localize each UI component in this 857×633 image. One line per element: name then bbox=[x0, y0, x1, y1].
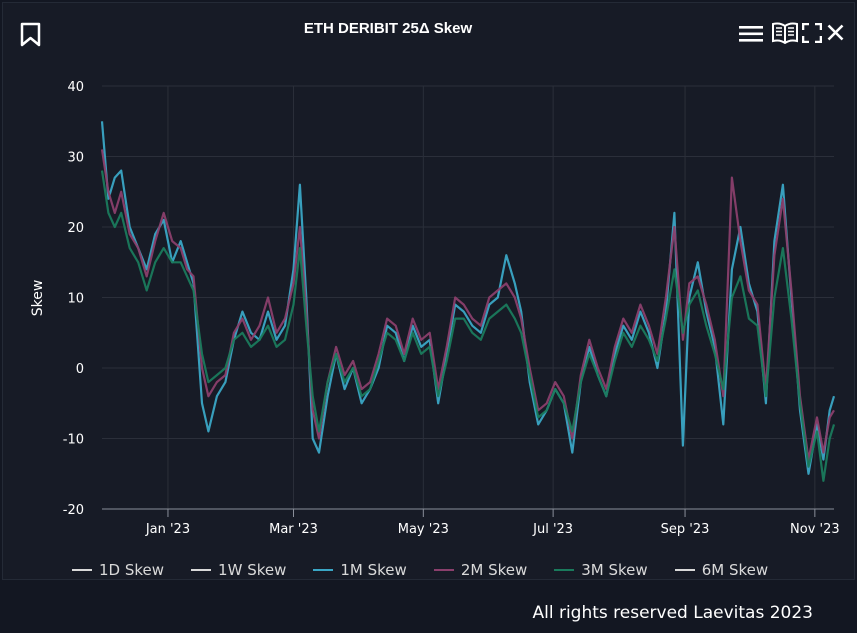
bookmark-icon[interactable] bbox=[20, 22, 41, 52]
legend-swatch bbox=[433, 569, 454, 571]
legend-label: 1W Skew bbox=[218, 561, 287, 579]
legend-swatch bbox=[554, 569, 575, 571]
y-tick-label: 10 bbox=[67, 292, 84, 307]
legend-label: 2M Skew bbox=[460, 561, 528, 579]
x-tick-label: Mar '23 bbox=[269, 522, 318, 537]
x-tick-label: Jan '23 bbox=[145, 522, 190, 537]
legend-label: 1D Skew bbox=[99, 561, 165, 579]
series-line-3m-skew[interactable] bbox=[100, 170, 836, 482]
chart-legend: 1D Skew 1W Skew 1M Skew 2M Skew 3M Skew 6M Sk… bbox=[72, 561, 768, 579]
legend-swatch bbox=[674, 569, 695, 571]
book-icon[interactable] bbox=[772, 22, 798, 49]
legend-item-3m-skew[interactable]: 3M Skew bbox=[554, 561, 648, 579]
x-tick-label: Sep '23 bbox=[661, 522, 710, 537]
y-tick-label: -10 bbox=[63, 433, 84, 448]
chart-plot: -20 -10 0 10 20 30 40 Jan '23 Mar '23 May '23 Jul … bbox=[30, 80, 840, 537]
series-line-2m-skew[interactable] bbox=[100, 149, 835, 461]
legend-swatch bbox=[191, 569, 212, 571]
y-tick-label: -20 bbox=[63, 503, 84, 518]
legend-label: 6M Skew bbox=[701, 561, 769, 579]
y-axis-label: Skew bbox=[30, 280, 46, 317]
legend-swatch bbox=[313, 569, 334, 571]
close-icon[interactable] bbox=[827, 24, 844, 46]
y-tick-label: 30 bbox=[67, 151, 84, 166]
legend-label: 3M Skew bbox=[581, 561, 648, 579]
legend-swatch bbox=[72, 569, 92, 571]
menu-icon[interactable] bbox=[739, 25, 763, 48]
legend-item-1m-skew[interactable]: 1M Skew bbox=[313, 561, 407, 579]
y-tick-label: 40 bbox=[67, 80, 84, 95]
legend-item-1d-skew[interactable]: 1D Skew bbox=[72, 561, 164, 579]
x-tick-label: Nov '23 bbox=[790, 522, 840, 537]
copyright-footer: All rights reserved Laevitas 2023 bbox=[532, 603, 813, 623]
legend-item-6m-skew[interactable]: 6M Skew bbox=[674, 561, 769, 579]
legend-item-1w-skew[interactable]: 1W Skew bbox=[191, 561, 286, 579]
legend-item-2m-skew[interactable]: 2M Skew bbox=[433, 561, 528, 579]
chart-title: ETH DERIBIT 25Δ Skew bbox=[303, 20, 473, 37]
y-tick-label: 20 bbox=[67, 221, 84, 236]
fullscreen-icon[interactable] bbox=[801, 22, 823, 48]
legend-label: 1M Skew bbox=[340, 561, 407, 579]
y-tick-label: 0 bbox=[76, 362, 84, 377]
chart-panel bbox=[2, 2, 855, 580]
x-tick-label: May '23 bbox=[398, 522, 449, 537]
x-tick-label: Jul '23 bbox=[532, 522, 573, 537]
